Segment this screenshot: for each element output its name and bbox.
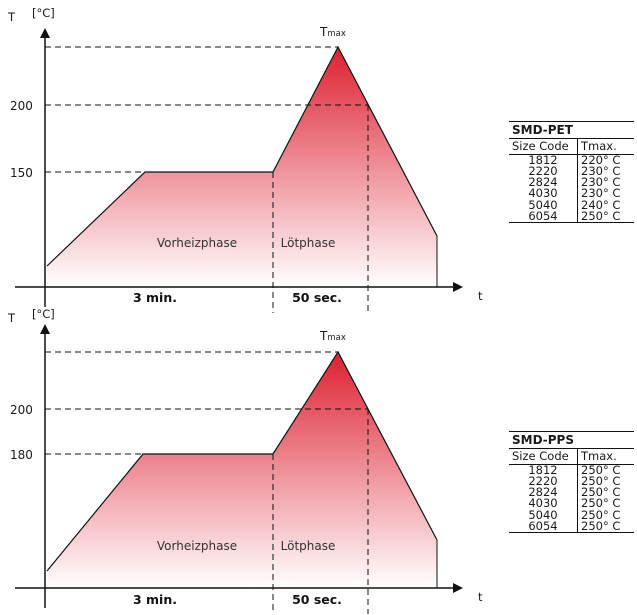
table-row: 4030 250° C (509, 496, 634, 511)
y-tick-label: 200 (10, 403, 33, 417)
tmax-label-sub: max (327, 29, 346, 39)
tmax-label: Tmax (319, 329, 346, 343)
table-row: 2824 230° C (509, 175, 634, 190)
tmax-label-main: T (319, 25, 328, 39)
col-tmax-sub: max. (588, 449, 617, 464)
tmax-value: 250° C (581, 485, 621, 500)
col-size-code: Size Code (509, 448, 578, 465)
size-code: 5040 (509, 199, 578, 212)
size-code: 1812 (509, 464, 578, 476)
y-axis-label: T (7, 311, 16, 325)
phase-label: Vorheizphase (157, 236, 237, 250)
duration-label: 3 min. (133, 290, 177, 305)
col-tmax: Tmax. (577, 448, 634, 465)
phase-label: Vorheizphase (157, 539, 237, 553)
table-row: 5040 250° C (509, 507, 634, 522)
soldering-phase-fill (273, 352, 437, 588)
tmax-label-main: T (319, 329, 328, 343)
size-code: 4030 (509, 498, 578, 510)
table-row: 2220 250° C (509, 473, 634, 488)
table-row: 1812 250° C (509, 464, 634, 476)
phase-label: Lötphase (281, 236, 336, 250)
y-tick-label: 150 (10, 166, 33, 180)
tmax-value: 230° C (581, 186, 621, 201)
reflow-chart-pet: T [°C] t 200 150 Tmax Vorheizphase Lötphase 3 mi… (7, 6, 483, 313)
x-axis-label: t (478, 590, 483, 604)
table-row: 2220 230° C (509, 163, 634, 178)
table-row: 5040 240° C (509, 197, 634, 212)
y-axis-arrow (40, 28, 50, 38)
smd-pps-table: SMD-PPS Size Code Tmax. 1812 250° C 2220 2… (509, 431, 634, 534)
x-axis-label: t (478, 289, 483, 303)
table-row: 2824 250° C (509, 485, 634, 500)
col-tmax-sub: max. (588, 139, 617, 154)
size-code: 5040 (509, 509, 578, 522)
y-tick-label: 200 (10, 99, 33, 113)
tmax-value: 230° C (581, 163, 621, 178)
size-code: 2824 (509, 486, 578, 499)
duration-label: 50 sec. (292, 290, 342, 305)
tmax-value: 240° C (581, 197, 621, 212)
soldering-phase-fill (273, 47, 437, 287)
tmax-value: 250° C (581, 496, 621, 511)
phase-label: Lötphase (281, 539, 336, 553)
y-axis-unit: [°C] (32, 6, 55, 20)
y-axis-unit: [°C] (32, 307, 55, 321)
col-tmax: Tmax. (577, 138, 634, 155)
size-code: 4030 (509, 188, 578, 200)
size-code: 2220 (509, 165, 578, 178)
tmax-value: 220° C (581, 152, 621, 167)
smd-pet-table: SMD-PET Size Code Tmax. 1812 220° C 2220 2… (509, 121, 634, 224)
size-code: 2824 (509, 176, 578, 189)
x-axis-arrow (453, 282, 463, 292)
table-title: SMD-PPS (509, 431, 634, 450)
tmax-value: 230° C (581, 175, 621, 190)
col-tmax-main: T (581, 139, 589, 154)
table-row: 6054 250° C (509, 519, 634, 534)
size-code: 1812 (509, 154, 578, 166)
table-row: 4030 230° C (509, 186, 634, 201)
table-row: 1812 220° C (509, 154, 634, 166)
y-tick-label: 180 (10, 448, 33, 462)
duration-label: 3 min. (133, 592, 177, 607)
size-code: 6054 (509, 520, 578, 533)
tmax-value: 250° C (581, 507, 621, 522)
y-axis-label: T (7, 10, 16, 24)
tmax-label-sub: max (327, 333, 346, 343)
col-size-code: Size Code (509, 138, 578, 155)
table-title: SMD-PET (509, 121, 634, 140)
tmax-label: Tmax (319, 25, 346, 39)
size-code: 6054 (509, 210, 578, 223)
tmax-value: 250° C (581, 519, 621, 534)
tmax-value: 250° C (581, 473, 621, 488)
tmax-value: 250° C (581, 462, 621, 477)
size-code: 2220 (509, 475, 578, 488)
reflow-chart-pps: T [°C] t 200 180 Tmax Vorheizphase Lötphase 3 mi… (7, 307, 483, 614)
col-tmax-main: T (581, 449, 589, 464)
duration-label: 50 sec. (292, 592, 342, 607)
tmax-value: 250° C (581, 209, 621, 224)
x-axis-arrow (453, 583, 463, 593)
y-axis-arrow (40, 324, 50, 334)
table-row: 6054 250° C (509, 209, 634, 224)
